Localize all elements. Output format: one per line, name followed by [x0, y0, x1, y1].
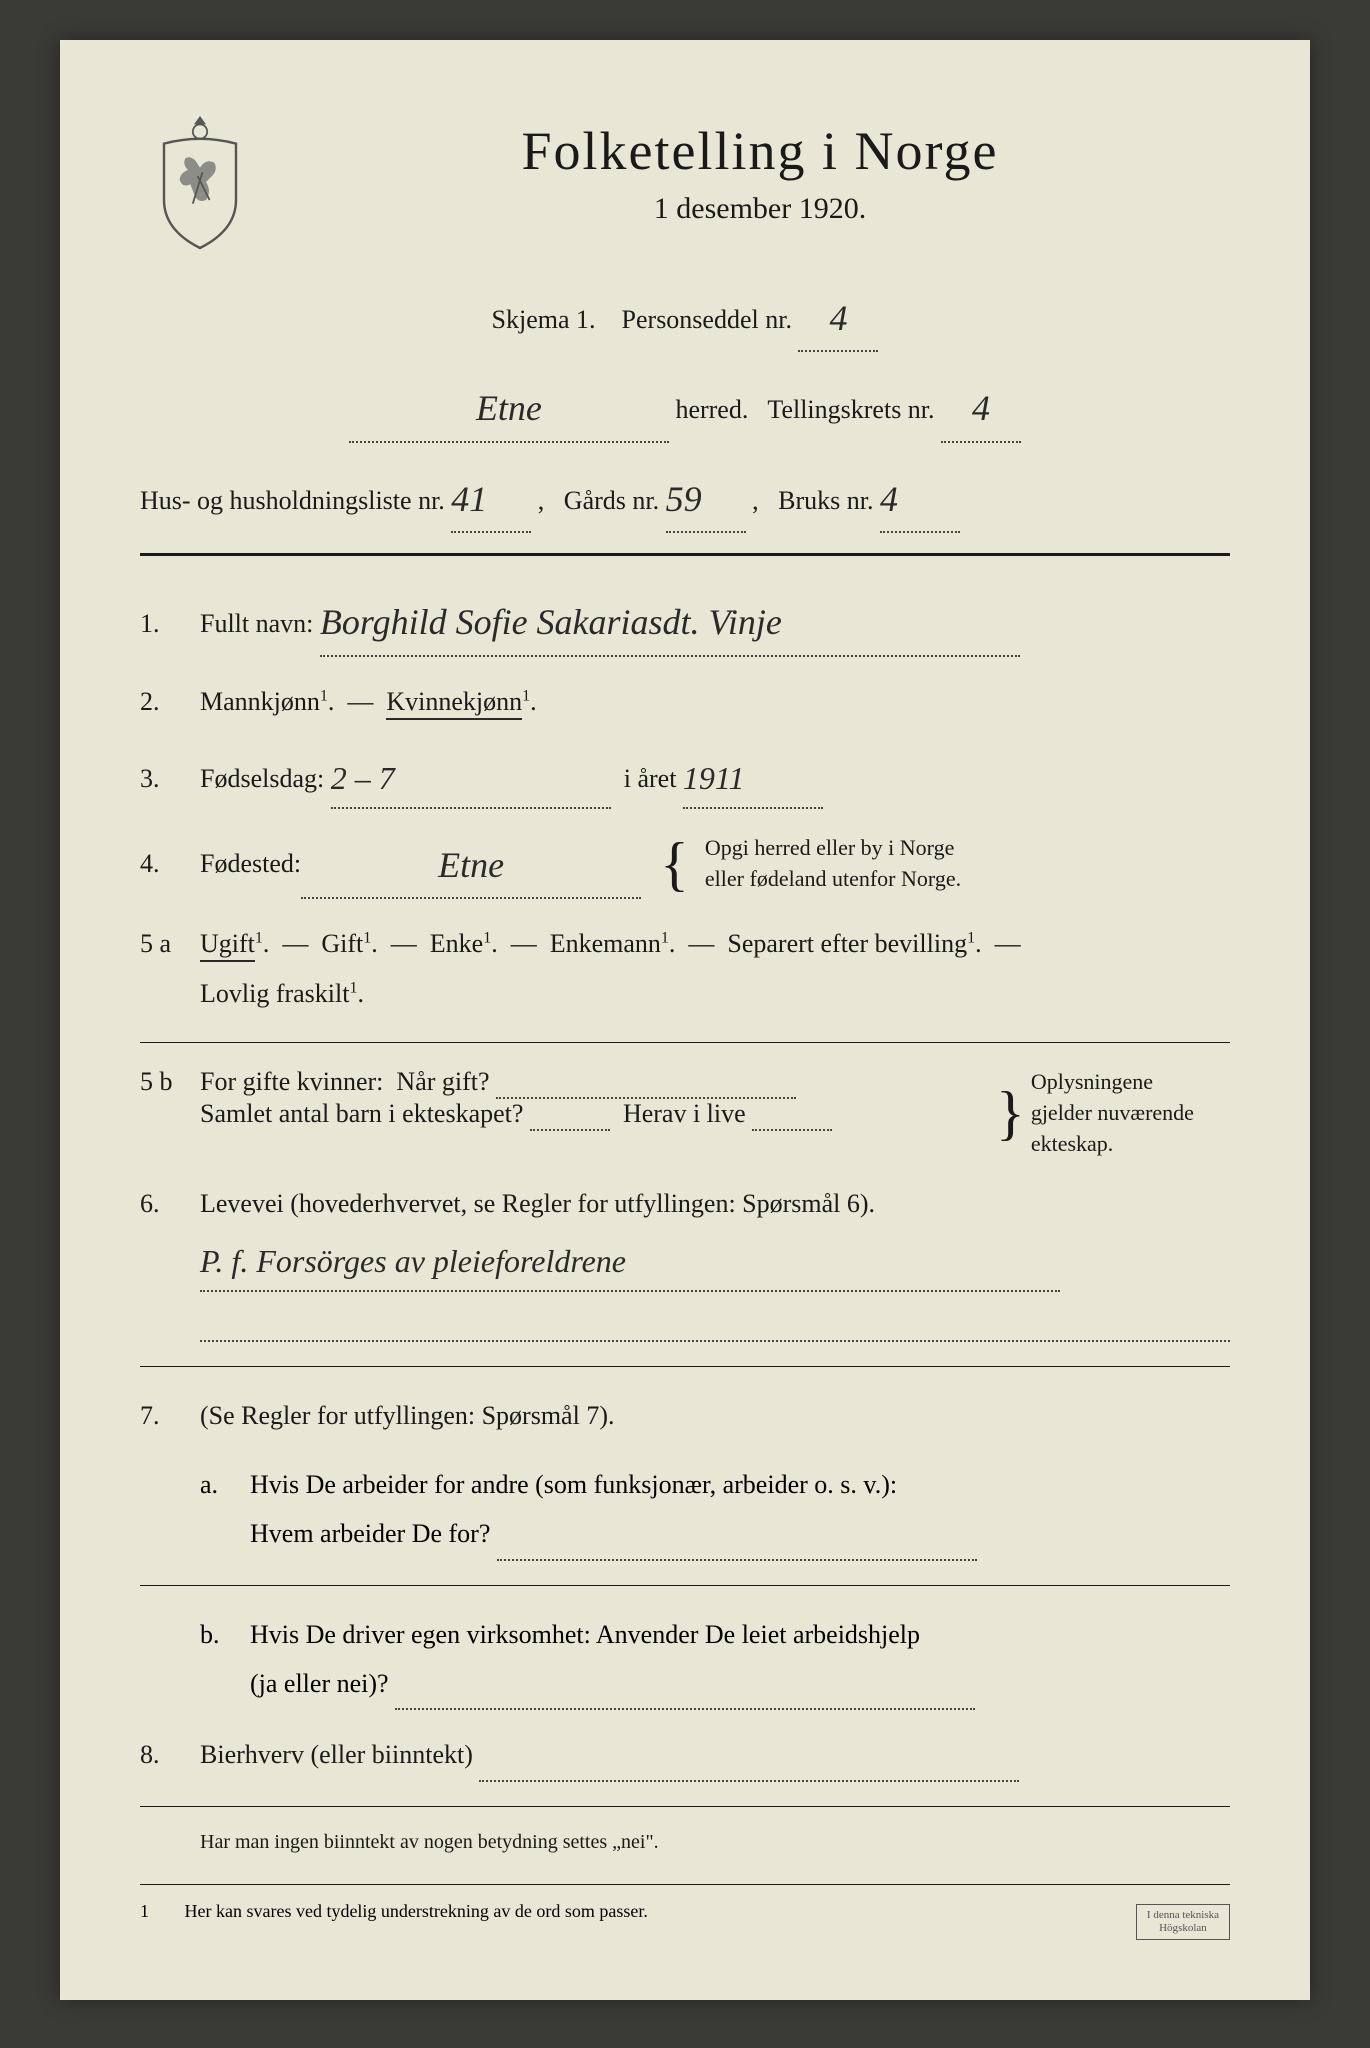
header-row: Folketelling i Norge 1 desember 1920.: [140, 120, 1230, 266]
q8-label: Bierhverv (eller biinntekt): [200, 1740, 473, 1769]
q7b-letter: b.: [200, 1610, 250, 1659]
q5a-ugift: Ugift: [200, 929, 255, 962]
personseddel-nr: 4: [829, 298, 847, 338]
q7b-row: b. Hvis De driver egen virksomhet: Anven…: [200, 1610, 1230, 1711]
q4-num: 4.: [140, 849, 200, 879]
q5b-row: 5 b For gifte kvinner: Når gift? Samlet …: [140, 1067, 1230, 1159]
q6-value: P. f. Forsörges av pleieforeldrene: [200, 1243, 626, 1279]
q1-row: 1. Fullt navn: Borghild Sofie Sakariasdt…: [140, 586, 1230, 656]
q5a-gift: Gift: [321, 929, 363, 958]
q5b-label: For gifte kvinner:: [200, 1067, 383, 1096]
divider-67: [140, 1366, 1230, 1367]
q7-label: (Se Regler for utfyllingen: Spørsmål 7).: [200, 1401, 614, 1430]
q5b-naar: Når gift?: [396, 1067, 489, 1096]
q7-row: 7. (Se Regler for utfyllingen: Spørsmål …: [140, 1391, 1230, 1440]
divider-8f: [140, 1806, 1230, 1807]
q2-num: 2.: [140, 687, 200, 717]
coat-of-arms-icon: [140, 110, 260, 250]
footnote-divider: [140, 1884, 1230, 1885]
stamp-line2: Högskolan: [1159, 1922, 1207, 1934]
q4-row: 4. Fødested: Etne { Opgi herred eller by…: [140, 829, 1230, 899]
bruks-nr: 4: [880, 479, 898, 519]
q3-label: Fødselsdag:: [200, 764, 324, 793]
tellingskrets-nr: 4: [972, 388, 990, 428]
census-form-paper: Folketelling i Norge 1 desember 1920. Sk…: [60, 40, 1310, 2000]
q5b-num: 5 b: [140, 1067, 200, 1097]
q2-kvinne: Kvinnekjønn: [386, 687, 522, 720]
q7-num: 7.: [140, 1401, 200, 1431]
q4-note: Opgi herred eller by i Norge eller fødel…: [705, 833, 961, 895]
bracket-left-icon: {: [660, 846, 689, 882]
q5b-barn: Samlet antal barn i ekteskapet?: [200, 1099, 523, 1128]
q2-row: 2. Mannkjønn1. — Kvinnekjønn1.: [140, 677, 1230, 726]
footnote-main: Har man ingen biinntekt av nogen betydni…: [200, 1831, 1230, 1854]
q5b-note3: ekteskap.: [1031, 1131, 1113, 1156]
personseddel-label: Personseddel nr.: [622, 305, 792, 334]
q5b-herav: Herav i live: [623, 1099, 746, 1128]
tellingskrets-label: Tellingskrets nr.: [767, 395, 934, 424]
q6-row: 6. Levevei (hovederhvervet, se Regler fo…: [140, 1179, 1230, 1341]
divider-7ab: [140, 1585, 1230, 1586]
q5a-enke: Enke: [430, 929, 483, 958]
divider-5ab: [140, 1042, 1230, 1043]
main-title: Folketelling i Norge: [290, 120, 1230, 182]
q6-num: 6.: [140, 1189, 200, 1219]
q3-row: 3. Fødselsdag: 2 – 7 i året 1911: [140, 746, 1230, 809]
q5b-note1: Oplysningene: [1031, 1069, 1153, 1094]
q3-num: 3.: [140, 764, 200, 794]
herred-line: Etne herred. Tellingskrets nr. 4: [140, 372, 1230, 442]
q6-label: Levevei (hovederhvervet, se Regler for u…: [200, 1189, 875, 1218]
bruks-label: Bruks nr.: [778, 486, 873, 515]
q4-note-line2: eller fødeland utenfor Norge.: [705, 866, 961, 891]
herred-label: herred.: [675, 395, 748, 424]
q3-year: 1911: [683, 760, 745, 796]
q5b-note2: gjelder nuværende: [1031, 1100, 1194, 1125]
q1-num: 1.: [140, 609, 200, 639]
q5a-row: 5 a Ugift1. — Gift1. — Enke1. — Enkemann…: [140, 919, 1230, 1018]
q5a-enkemann: Enkemann: [550, 929, 661, 958]
q4-value: Etne: [438, 845, 504, 885]
q5a-num: 5 a: [140, 929, 200, 959]
footnote-1-text: Her kan svares ved tydelig understreknin…: [185, 1901, 648, 1921]
schema-line: Skjema 1. Personseddel nr. 4: [140, 282, 1230, 352]
divider-main: [140, 553, 1230, 556]
printer-stamp: I denna tekniska Högskolan: [1136, 1904, 1230, 1940]
footnote-1-num: 1: [140, 1901, 180, 1922]
q3-day: 2 – 7: [331, 760, 395, 796]
q8-num: 8.: [140, 1740, 200, 1770]
q7a-line2: Hvem arbeider De for?: [250, 1519, 490, 1548]
q4-label: Fødested:: [200, 839, 301, 888]
gards-nr: 59: [666, 479, 702, 519]
q7b-line2: (ja eller nei)?: [250, 1669, 389, 1698]
q8-row: 8. Bierhverv (eller biinntekt): [140, 1730, 1230, 1781]
crest-svg: [140, 110, 260, 254]
q5b-note: Oplysningene gjelder nuværende ekteskap.: [1031, 1067, 1194, 1159]
q5a-separert: Separert efter bevilling: [727, 929, 967, 958]
hus-label: Hus- og husholdningsliste nr.: [140, 486, 445, 515]
hus-nr: 41: [451, 479, 487, 519]
q7a-line1: Hvis De arbeider for andre (som funksjon…: [250, 1470, 897, 1499]
q1-label: Fullt navn:: [200, 609, 313, 638]
title-block: Folketelling i Norge 1 desember 1920.: [290, 120, 1230, 266]
subtitle-date: 1 desember 1920.: [290, 192, 1230, 226]
q1-value: Borghild Sofie Sakariasdt. Vinje: [320, 602, 782, 642]
q3-year-label: i året: [624, 764, 677, 793]
stamp-line1: I denna tekniska: [1147, 1909, 1219, 1921]
q7a-letter: a.: [200, 1460, 250, 1509]
hus-line: Hus- og husholdningsliste nr. 41 , Gårds…: [140, 463, 1230, 533]
q7b-line1: Hvis De driver egen virksomhet: Anvender…: [250, 1620, 920, 1649]
schema-label: Skjema 1.: [492, 305, 596, 334]
gards-label: Gårds nr.: [564, 486, 659, 515]
herred-value: Etne: [476, 388, 542, 428]
footnote-1-row: 1 Her kan svares ved tydelig understrekn…: [140, 1901, 1230, 1922]
q7a-row: a. Hvis De arbeider for andre (som funks…: [200, 1460, 1230, 1561]
q2-mann: Mannkjønn: [200, 687, 320, 716]
q4-note-line1: Opgi herred eller by i Norge: [705, 835, 954, 860]
bracket-right-icon: }: [996, 1095, 1025, 1131]
q5a-fraskilt: Lovlig fraskilt: [200, 979, 349, 1008]
